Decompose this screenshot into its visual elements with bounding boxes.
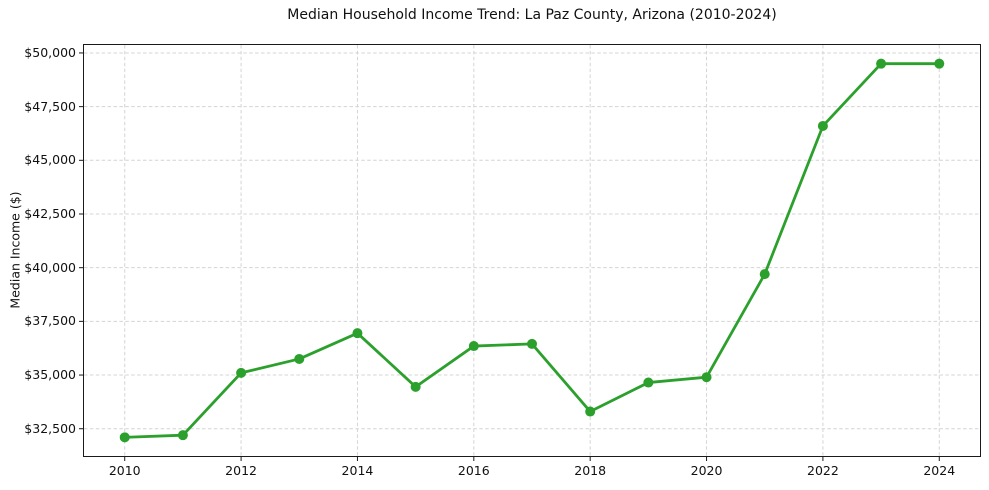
x-tick-label: 2012 [225, 463, 257, 478]
y-tick-label: $47,500 [24, 98, 76, 114]
y-tick-label: $50,000 [24, 44, 76, 60]
data-point-marker [643, 377, 654, 388]
data-point-marker [817, 120, 828, 131]
line-chart-canvas [79, 45, 980, 461]
data-point-marker [294, 353, 305, 364]
y-tick-label: $40,000 [24, 259, 76, 275]
data-point-marker [468, 341, 479, 352]
data-point-marker [352, 328, 363, 339]
data-point-marker [236, 367, 247, 378]
chart-title: Median Household Income Trend: La Paz Co… [287, 7, 777, 23]
x-tick-label: 2024 [923, 463, 956, 478]
data-point-marker [759, 269, 770, 280]
x-tick-label: 2014 [341, 463, 374, 478]
data-point-marker [410, 381, 421, 392]
data-point-marker [701, 372, 712, 383]
y-tick-label: $42,500 [24, 205, 76, 221]
y-tick-label: $32,500 [24, 420, 76, 436]
data-point-marker [177, 430, 188, 441]
data-point-marker [585, 406, 596, 417]
x-tick-label: 2020 [690, 463, 723, 478]
x-tick-label: 2010 [108, 463, 141, 478]
trend-line [124, 62, 940, 439]
y-tick-label: $37,500 [24, 313, 76, 329]
x-tick-label: 2016 [457, 463, 490, 478]
x-tick-label: 2018 [574, 463, 607, 478]
data-point-marker [934, 58, 945, 69]
plot-area [79, 44, 981, 461]
data-point-marker [527, 338, 537, 349]
data-point-marker [876, 58, 887, 69]
y-tick-label: $45,000 [24, 152, 76, 168]
x-tick-label: 2022 [807, 463, 839, 478]
y-tick-label: $35,000 [24, 367, 76, 383]
data-point-marker [119, 432, 130, 443]
